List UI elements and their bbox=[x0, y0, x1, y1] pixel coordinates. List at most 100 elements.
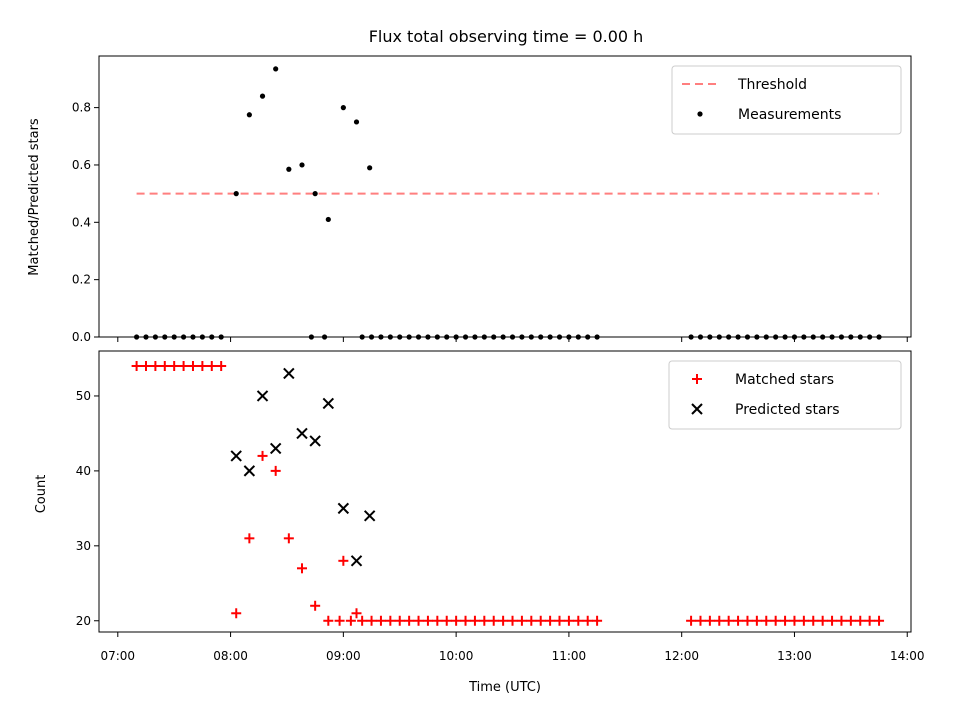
matched-star-point bbox=[257, 450, 268, 461]
matched-star-point bbox=[714, 615, 725, 626]
matched-star-point bbox=[216, 360, 227, 371]
ratio-legend: Threshold Measurements bbox=[671, 65, 902, 135]
matched-star-point bbox=[150, 360, 161, 371]
matched-star-point bbox=[780, 615, 791, 626]
ratio-ytick-label: 0.2 bbox=[72, 273, 91, 287]
matched-star-point bbox=[270, 465, 281, 476]
matched-star-point bbox=[798, 615, 809, 626]
count-ytick-label: 40 bbox=[76, 464, 91, 478]
matched-star-point bbox=[554, 615, 565, 626]
count-xtick-label: 07:00 bbox=[100, 649, 135, 663]
measurement-point bbox=[233, 191, 239, 197]
legend-measurement-swatch bbox=[697, 111, 703, 117]
predicted-star-point bbox=[283, 367, 295, 380]
legend-matched-swatch bbox=[692, 374, 702, 384]
predicted-star-point bbox=[350, 555, 363, 567]
matched-star-point bbox=[131, 360, 142, 371]
count-xtick-label: 12:00 bbox=[664, 649, 699, 663]
matched-star-point bbox=[334, 615, 345, 626]
count-xtick-label: 10:00 bbox=[439, 649, 474, 663]
matched-star-point bbox=[375, 615, 386, 626]
matched-star-point bbox=[733, 615, 744, 626]
matched-star-point bbox=[178, 360, 189, 371]
count-xtick-label: 11:00 bbox=[552, 649, 587, 663]
matched-star-point bbox=[385, 615, 396, 626]
matched-star-point bbox=[573, 615, 584, 626]
matched-star-point bbox=[159, 360, 170, 371]
matched-star-point bbox=[723, 615, 734, 626]
matched-star-point bbox=[413, 615, 424, 626]
predicted-star-point bbox=[296, 427, 308, 440]
matched-star-point bbox=[451, 615, 462, 626]
ratio-ytick-label: 0.0 bbox=[72, 330, 91, 344]
matched-star-point bbox=[432, 615, 443, 626]
matched-star-point bbox=[404, 615, 415, 626]
count-panel: 20 30 40 50 07:00 08:00 09:00 10:00 11:00 12:00 1… bbox=[34, 350, 925, 695]
measurement-point bbox=[367, 165, 373, 171]
legend-predicted-label: Predicted stars bbox=[735, 402, 840, 418]
predicted-star-point bbox=[337, 502, 350, 515]
count-xtick-label: 14:00 bbox=[890, 649, 925, 663]
matched-star-point bbox=[526, 615, 537, 626]
predicted-star-point bbox=[269, 442, 282, 455]
count-y-axis-label: Count bbox=[34, 475, 49, 514]
matched-star-point bbox=[582, 615, 593, 626]
matched-star-point bbox=[864, 615, 875, 626]
matched-star-point bbox=[855, 615, 866, 626]
predicted-star-point bbox=[243, 465, 256, 477]
ratio-ytick-label: 0.8 bbox=[72, 101, 91, 115]
measurement-point bbox=[286, 166, 292, 172]
legend-threshold-label: Threshold bbox=[737, 77, 807, 93]
matched-star-point bbox=[351, 608, 362, 619]
count-legend: Matched stars Predicted stars bbox=[668, 360, 902, 430]
legend-predicted-swatch bbox=[691, 403, 703, 415]
x-axis-label: Time (UTC) bbox=[468, 680, 541, 695]
predicted-star-point bbox=[309, 435, 321, 447]
matched-star-point bbox=[836, 615, 847, 626]
matched-star-point bbox=[394, 615, 405, 626]
matched-star-point bbox=[422, 615, 433, 626]
matched-star-point bbox=[323, 615, 334, 626]
matched-star-point bbox=[695, 615, 706, 626]
matched-star-point bbox=[817, 615, 828, 626]
count-panel-frame bbox=[98, 350, 912, 633]
ratio-ytick-label: 0.4 bbox=[72, 215, 91, 229]
matched-star-point bbox=[345, 615, 356, 626]
ratio-panel-frame bbox=[98, 55, 912, 338]
measurement-point bbox=[273, 66, 279, 72]
matched-star-point bbox=[366, 615, 377, 626]
matched-star-point bbox=[283, 533, 294, 544]
matched-star-point bbox=[469, 615, 480, 626]
matched-star-point bbox=[761, 615, 772, 626]
measurement-point bbox=[340, 105, 346, 111]
legend-box bbox=[668, 360, 902, 430]
ratio-y-axis-label: Matched/Predicted stars bbox=[27, 118, 42, 276]
matched-star-point bbox=[516, 615, 527, 626]
matched-star-point bbox=[789, 615, 800, 626]
matched-star-point bbox=[507, 615, 518, 626]
matched-star-point bbox=[460, 615, 471, 626]
matched-star-point bbox=[874, 615, 885, 626]
matched-star-point bbox=[704, 615, 715, 626]
matched-star-point bbox=[592, 615, 603, 626]
measurement-point bbox=[325, 216, 331, 223]
matched-star-point bbox=[310, 600, 321, 611]
matched-star-point bbox=[770, 615, 781, 626]
matched-star-point bbox=[751, 615, 762, 626]
measurement-point bbox=[259, 93, 266, 99]
matched-star-point bbox=[297, 563, 307, 574]
predicted-star-point bbox=[230, 450, 242, 462]
count-xtick-label: 09:00 bbox=[326, 649, 361, 663]
matched-star-point bbox=[827, 615, 838, 626]
matched-star-point bbox=[244, 533, 255, 544]
matched-star-point bbox=[845, 615, 856, 626]
legend-matched-label: Matched stars bbox=[735, 372, 834, 388]
matched-star-point bbox=[140, 360, 151, 371]
measurement-point bbox=[246, 112, 252, 118]
count-xtick-label: 08:00 bbox=[213, 649, 248, 663]
chart-title: Flux total observing time = 0.00 h bbox=[369, 27, 644, 46]
measurement-point bbox=[299, 162, 305, 168]
matched-star-point bbox=[197, 360, 208, 371]
matched-star-point bbox=[338, 555, 349, 566]
